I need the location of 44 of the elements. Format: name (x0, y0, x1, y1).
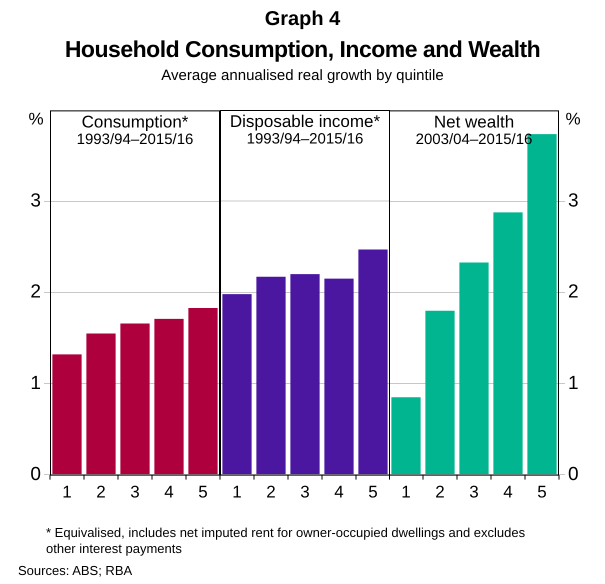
x-tick-label: 4 (503, 482, 513, 502)
bar (86, 333, 116, 474)
y-tick-label: 1 (30, 372, 41, 394)
bar (391, 397, 421, 474)
x-tick-label: 3 (469, 482, 479, 502)
y-axis-title: % (28, 110, 44, 129)
x-tick-label: 1 (232, 482, 242, 502)
y-tick-label: 0 (568, 464, 579, 485)
text: Average annualised real growth by quintile (160, 67, 445, 84)
y-tick-label: 2 (568, 282, 579, 303)
y-tick-label: 2 (30, 282, 41, 303)
x-tick-label: 2 (435, 482, 445, 502)
y-tick-label: 3 (30, 190, 41, 212)
x-tick-label: 1 (401, 482, 411, 502)
x-tick-label: 1 (62, 482, 72, 502)
y-tick-label: 1 (568, 372, 579, 394)
bar (459, 262, 489, 474)
y-tick-label: 3 (568, 190, 579, 212)
chart-title: Net wealth (434, 112, 514, 132)
y-tick-label: 0 (30, 464, 41, 485)
text: Household Consumption, Income and Wealth (64, 36, 542, 63)
bar (188, 308, 218, 474)
bar (154, 318, 184, 474)
x-tick-label: 5 (537, 482, 547, 502)
x-tick-label: 3 (130, 482, 140, 502)
x-tick-label: 5 (368, 482, 378, 502)
x-tick-label: 4 (334, 482, 344, 502)
x-tick-label: 3 (300, 482, 310, 502)
text: * Equivalised, includes net imputed rent for owner-occupied dwellings and excludes other interest payments (46, 525, 526, 557)
x-tick-label: 2 (96, 482, 106, 502)
bar (120, 323, 150, 474)
text: 1993/94–2015/16 (246, 130, 364, 148)
chart-title: Consumption* (82, 112, 189, 132)
bar (425, 310, 455, 474)
chart-title: Disposable income* (230, 112, 381, 132)
x-tick-label: 5 (198, 482, 208, 502)
source-note: Sources: ABS; RBA (18, 563, 134, 579)
caption: Graph 4 (264, 8, 342, 31)
bar (493, 212, 523, 474)
x-tick-label: 4 (164, 482, 174, 502)
text: 1993/94–2015/16 (76, 131, 194, 148)
y-axis-title: % (565, 110, 581, 129)
bar (52, 354, 82, 474)
x-tick-label: 2 (266, 482, 276, 502)
